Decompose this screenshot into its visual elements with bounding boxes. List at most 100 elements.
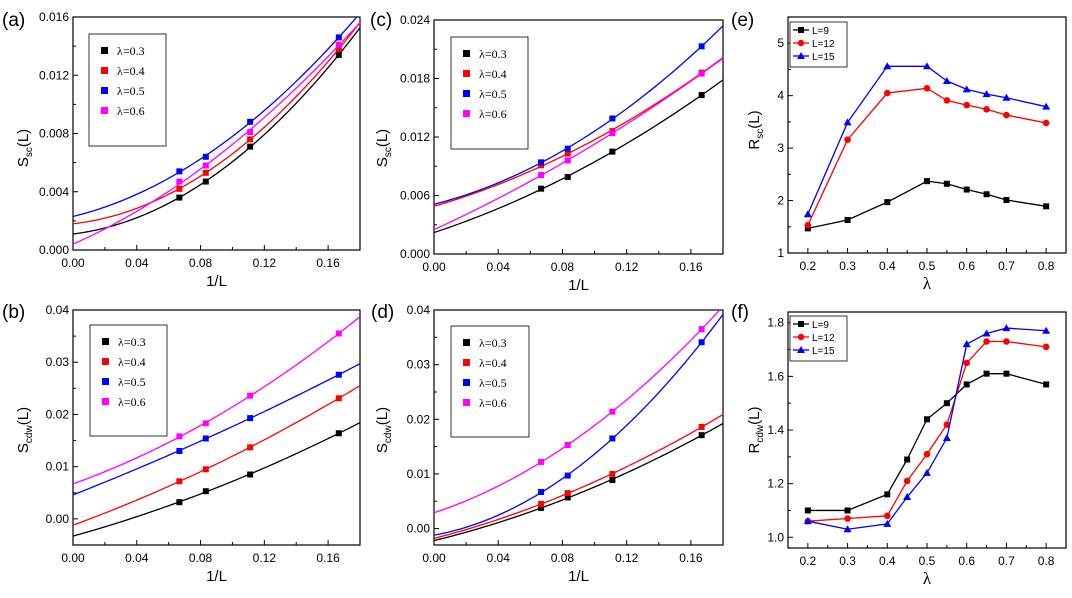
x-tick-label: 0.08 bbox=[189, 551, 213, 565]
legend-marker bbox=[102, 378, 109, 385]
legend-marker-square bbox=[798, 27, 804, 33]
data-point bbox=[698, 432, 705, 439]
data-point bbox=[538, 458, 545, 465]
data-point-triangle bbox=[803, 517, 812, 525]
legend: λ=0.3 λ=0.4 λ=0.5 λ=0.6 bbox=[450, 36, 529, 150]
data-point-circle bbox=[903, 477, 911, 485]
y-axis-label: Ssc(L) bbox=[15, 129, 35, 167]
data-point bbox=[538, 504, 545, 511]
data-point-square bbox=[1043, 381, 1050, 388]
legend-label: λ=0.4 bbox=[118, 355, 146, 369]
y-tick-label: 0.02 bbox=[46, 407, 70, 421]
y-axis-label-sub: cdw bbox=[383, 425, 394, 444]
y-tick-label: 0.00 bbox=[407, 522, 431, 536]
data-point bbox=[698, 339, 705, 346]
y-axis-label-main: S bbox=[15, 443, 32, 453]
legend: λ=0.3 λ=0.4 λ=0.5 λ=0.6 bbox=[89, 324, 168, 437]
y-tick-label: 3 bbox=[777, 141, 784, 155]
x-tick-label: 0.08 bbox=[551, 260, 575, 274]
data-point bbox=[609, 435, 616, 442]
fit-curve bbox=[434, 310, 721, 514]
legend-label: λ=0.4 bbox=[117, 64, 145, 78]
x-tick-label: 0.2 bbox=[800, 259, 817, 273]
legend-marker bbox=[463, 379, 470, 386]
x-tick-label: 0.04 bbox=[487, 551, 511, 565]
data-point bbox=[698, 326, 705, 333]
data-point-square bbox=[884, 199, 891, 206]
y-axis-label-sub: sc bbox=[383, 147, 394, 157]
data-point-triangle bbox=[962, 340, 971, 348]
data-point bbox=[609, 148, 616, 155]
legend: L=9 L=12 L=15 bbox=[789, 315, 848, 362]
data-point-triangle bbox=[803, 210, 812, 218]
plot-area bbox=[803, 62, 1051, 232]
fit-curve bbox=[434, 57, 723, 207]
fit-curve bbox=[73, 22, 360, 225]
data-point-circle bbox=[983, 338, 990, 345]
x-tick-label: 0.00 bbox=[61, 256, 85, 270]
legend-label: λ=0.5 bbox=[479, 87, 507, 101]
data-point-circle bbox=[1003, 338, 1010, 345]
legend-label: λ=0.5 bbox=[117, 84, 145, 98]
data-point-square bbox=[1003, 370, 1010, 377]
data-point-triangle bbox=[1042, 102, 1051, 110]
data-point bbox=[538, 159, 545, 166]
data-point bbox=[202, 488, 209, 495]
data-point bbox=[335, 371, 342, 378]
data-point bbox=[564, 145, 571, 152]
x-tick-label: 0.04 bbox=[125, 551, 149, 565]
legend: L=9 L=12 L=15 bbox=[789, 21, 848, 68]
data-point-circle bbox=[963, 101, 971, 109]
y-axis-label-tail: (L) bbox=[374, 407, 391, 425]
data-point-square bbox=[963, 186, 970, 193]
data-point-circle bbox=[943, 97, 951, 104]
legend-marker bbox=[463, 359, 470, 366]
fit-curve bbox=[434, 314, 723, 536]
y-axis-label: Scdw(L) bbox=[15, 407, 35, 453]
x-tick-label: 0.12 bbox=[253, 551, 277, 565]
y-tick-label: 0.012 bbox=[39, 68, 69, 82]
legend-label: λ=0.6 bbox=[118, 395, 146, 409]
legend-marker bbox=[101, 47, 108, 54]
data-point bbox=[538, 488, 545, 495]
data-point bbox=[247, 392, 254, 399]
data-point-square bbox=[1003, 197, 1010, 204]
legend-label: λ=0.4 bbox=[479, 356, 507, 370]
legend-label: λ=0.3 bbox=[117, 44, 145, 58]
x-tick-label: 0.00 bbox=[422, 551, 446, 565]
data-point bbox=[564, 173, 571, 180]
data-point bbox=[176, 433, 183, 440]
plot-area bbox=[73, 17, 360, 245]
x-tick-label: 0.2 bbox=[800, 554, 817, 568]
x-tick-label: 0.08 bbox=[551, 551, 575, 565]
fit-curve bbox=[73, 363, 360, 496]
y-tick-label: 0.03 bbox=[407, 358, 431, 372]
legend-label: λ=0.6 bbox=[117, 104, 145, 118]
data-point bbox=[247, 136, 254, 143]
data-point-triangle bbox=[942, 434, 951, 442]
data-point bbox=[335, 41, 342, 48]
fit-curve bbox=[434, 25, 723, 205]
data-point bbox=[335, 430, 342, 437]
data-point bbox=[335, 34, 342, 41]
legend-marker bbox=[463, 70, 470, 77]
panel-letter: (d) bbox=[371, 302, 394, 323]
y-axis-label-tail: (L) bbox=[15, 129, 32, 147]
legend-label: L=9 bbox=[812, 26, 829, 37]
data-point bbox=[176, 194, 183, 201]
y-axis-label-sub: cdw bbox=[24, 425, 35, 444]
data-point bbox=[609, 130, 616, 137]
x-tick-label: 0.6 bbox=[958, 554, 975, 568]
data-point bbox=[564, 472, 571, 479]
x-tick-label: 0.16 bbox=[679, 260, 703, 274]
y-axis-label: Rcdw(L) bbox=[746, 407, 766, 454]
x-axis-label: λ bbox=[923, 569, 932, 588]
legend-marker bbox=[463, 50, 470, 57]
plot-area bbox=[434, 25, 723, 234]
y-tick-label: 1.8 bbox=[767, 316, 784, 330]
data-point-triangle bbox=[1002, 93, 1011, 101]
y-axis-label-tail: (L) bbox=[374, 129, 391, 147]
data-point bbox=[202, 178, 209, 185]
x-tick-label: 0.04 bbox=[125, 256, 149, 270]
